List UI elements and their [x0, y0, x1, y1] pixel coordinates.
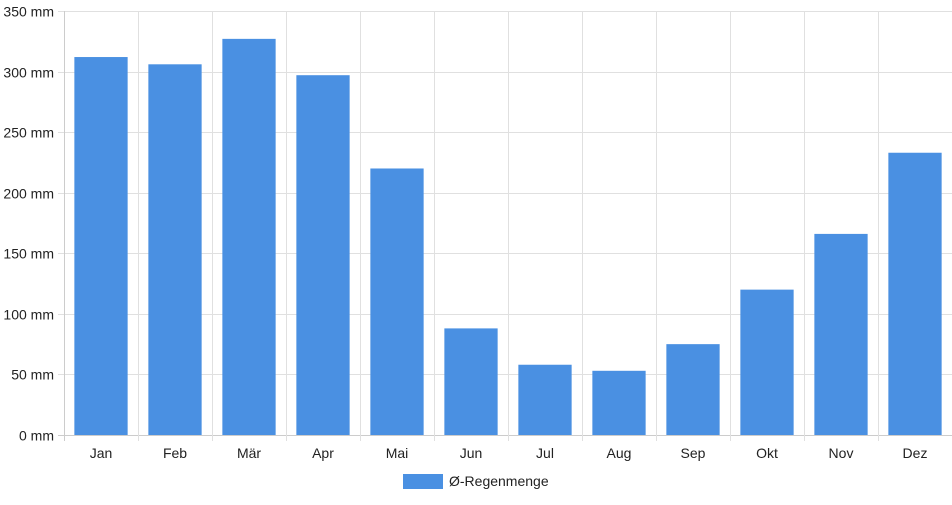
y-tick-label: 250 mm	[3, 125, 54, 141]
legend-label: Ø-Regenmenge	[449, 473, 549, 489]
bar-okt	[740, 289, 794, 435]
y-tick-label: 100 mm	[3, 307, 54, 323]
bar-apr	[296, 75, 350, 435]
x-tick-label: Aug	[607, 445, 632, 461]
y-tick-label: 50 mm	[11, 367, 54, 383]
bar-jul	[518, 364, 572, 435]
x-tick-label: Nov	[829, 445, 854, 461]
y-tick-label: 200 mm	[3, 186, 54, 202]
x-tick-label: Mai	[386, 445, 409, 461]
bar-sep	[666, 344, 720, 435]
y-tick-label: 350 mm	[3, 4, 54, 20]
legend[interactable]: Ø-Regenmenge	[403, 473, 549, 489]
y-tick-label: 0 mm	[19, 428, 54, 444]
x-tick-label: Sep	[681, 445, 706, 461]
bar-feb	[148, 64, 202, 435]
bar-dez	[888, 152, 942, 436]
bar-mai	[370, 168, 424, 435]
legend-swatch	[403, 473, 443, 489]
x-tick-label: Dez	[903, 445, 928, 461]
bar-aug	[592, 370, 646, 435]
y-tick-label: 150 mm	[3, 246, 54, 262]
x-tick-label: Mär	[237, 445, 261, 461]
bar-jun	[444, 328, 498, 435]
x-tick-label: Jun	[460, 445, 483, 461]
x-tick-label: Feb	[163, 445, 187, 461]
bar-nov	[814, 233, 868, 435]
x-tick-label: Apr	[312, 445, 334, 461]
y-tick-label: 300 mm	[3, 65, 54, 81]
x-tick-label: Jan	[90, 445, 113, 461]
x-tick-label: Jul	[536, 445, 554, 461]
bar-jan	[74, 57, 128, 435]
x-tick-label: Okt	[756, 445, 778, 461]
bar-mär	[222, 38, 276, 436]
